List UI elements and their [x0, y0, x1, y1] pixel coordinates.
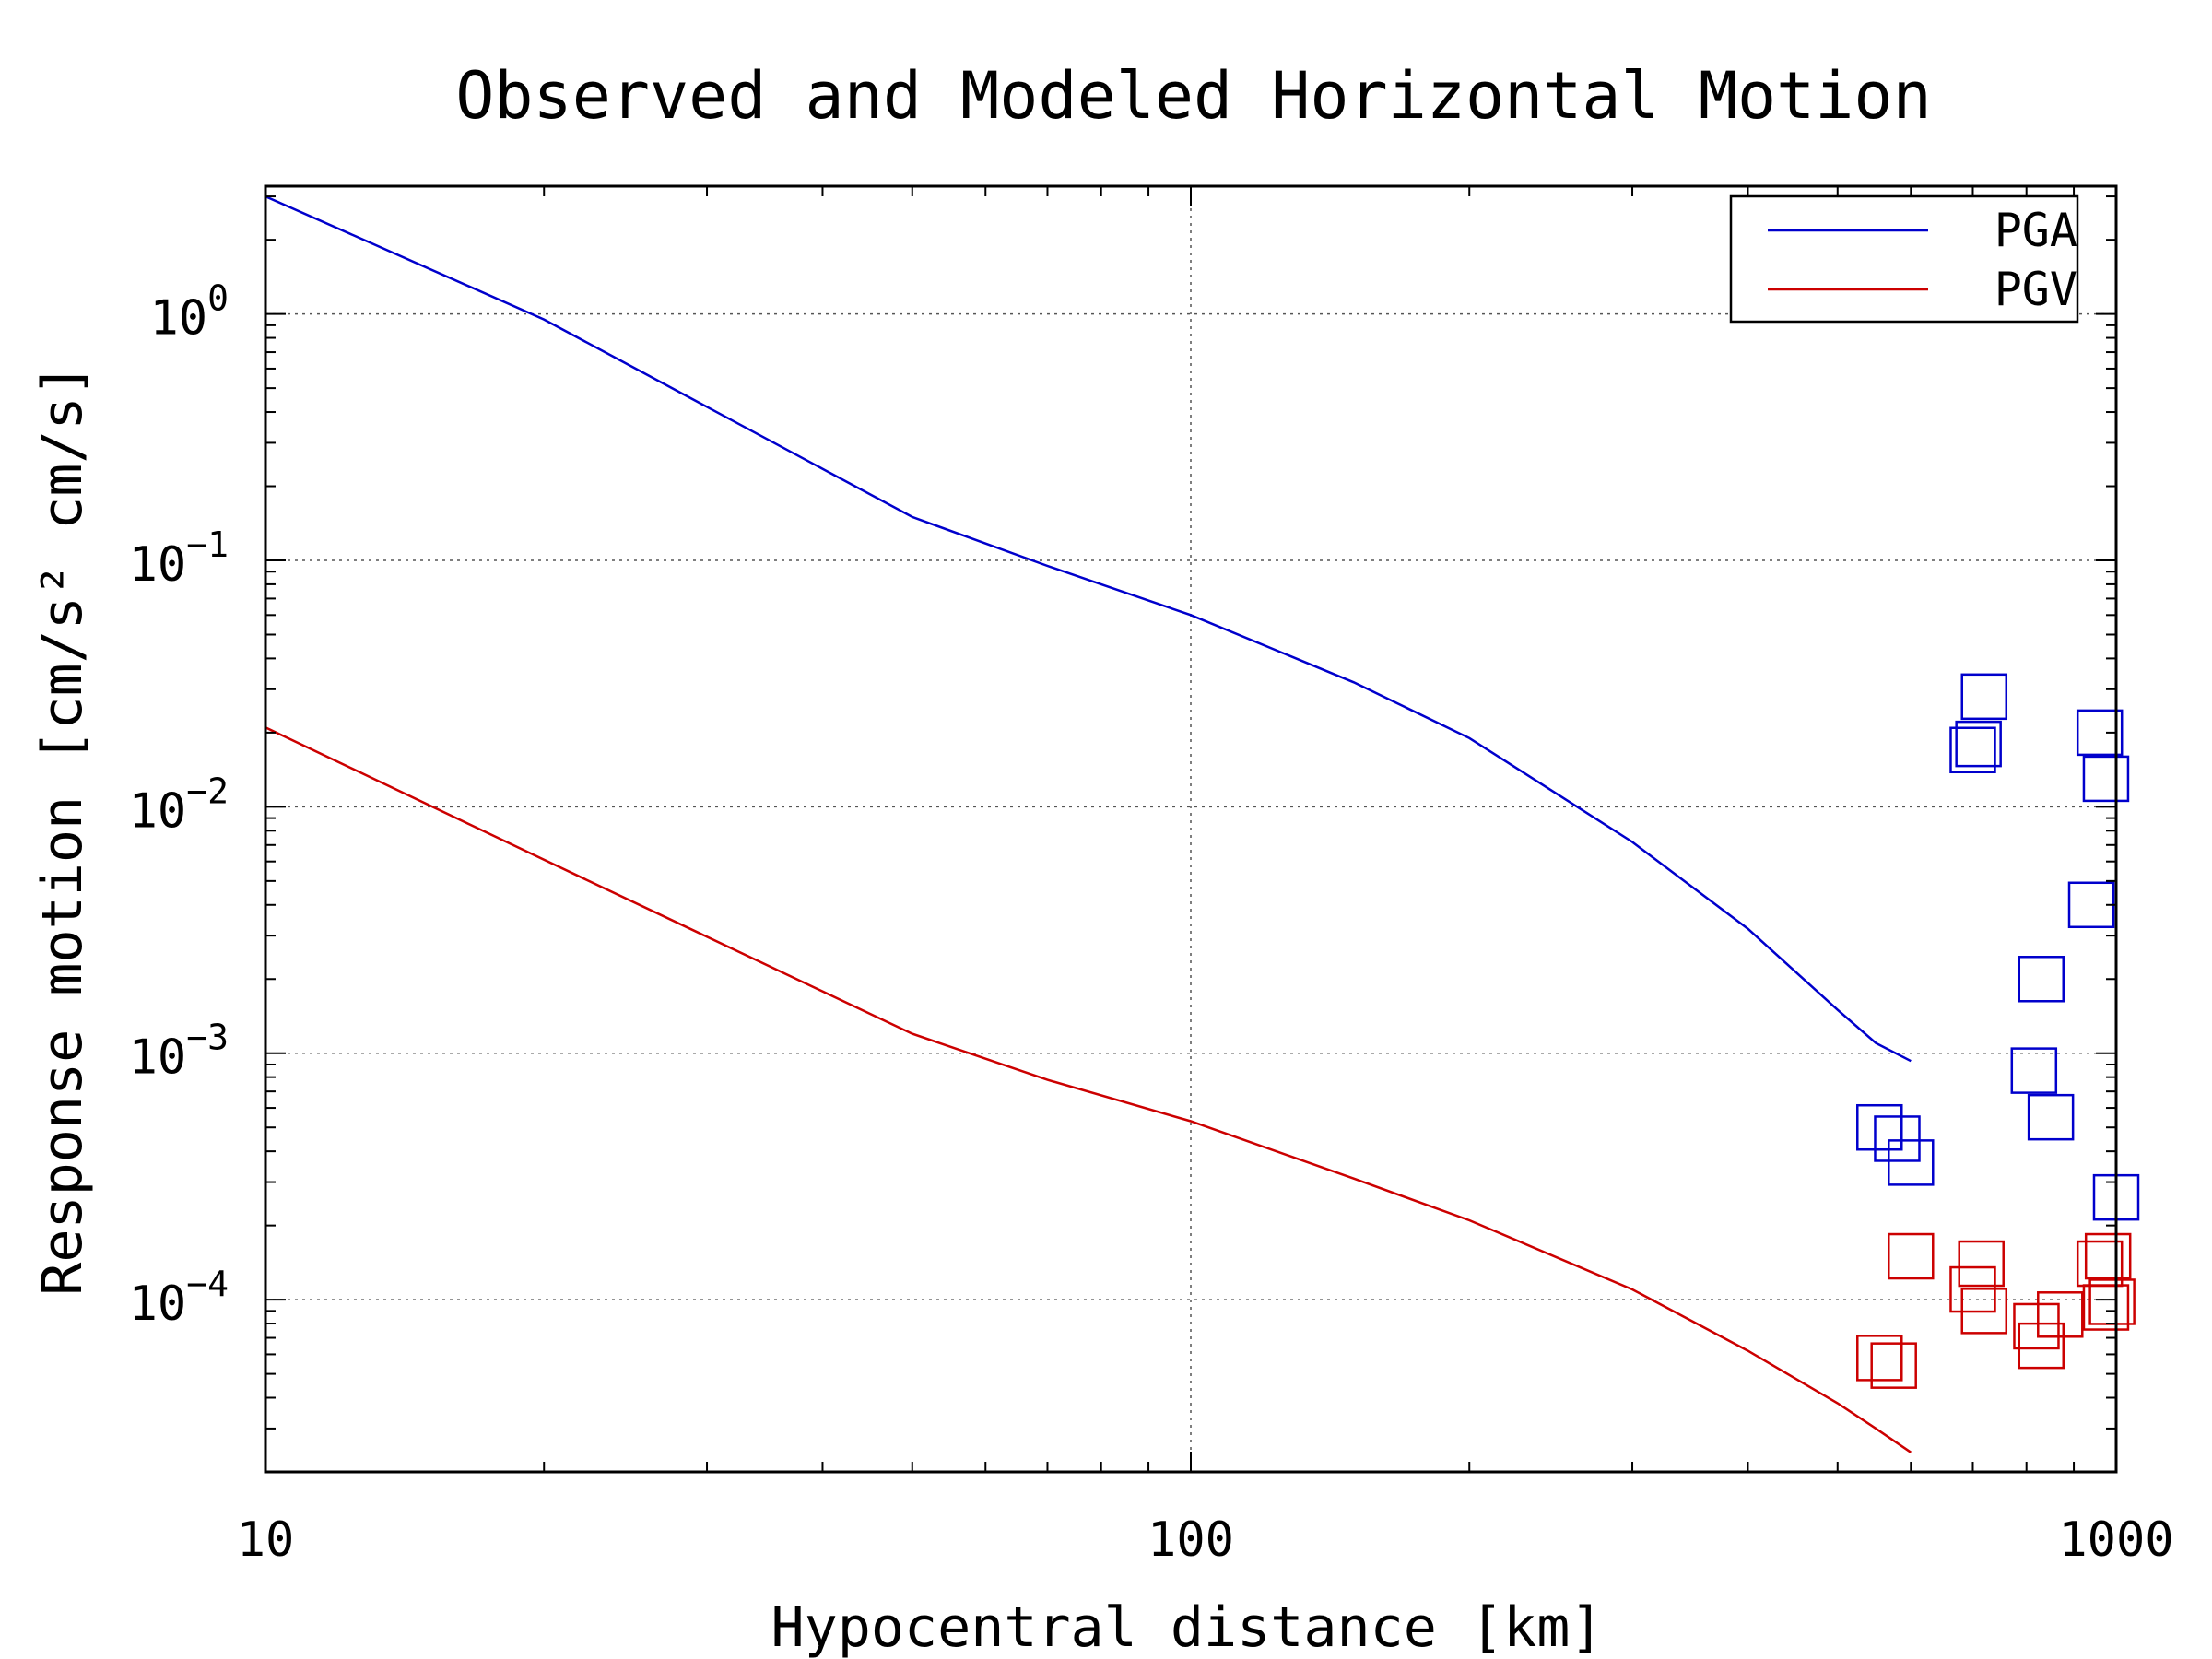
- legend-label-pga: PGA: [1994, 204, 2077, 257]
- observed-point-pga: [1960, 673, 2008, 721]
- legend-box: [1729, 194, 2079, 324]
- x-tick-label: 1000: [2058, 1512, 2173, 1568]
- observed-point-pgv: [2037, 1291, 2084, 1338]
- chart-title: Observed and Modeled Horizontal Motion: [455, 58, 1931, 134]
- observed-point-pgv: [2084, 1232, 2132, 1280]
- observed-point-pgv: [1888, 1232, 1935, 1280]
- x-tick-label: 10: [237, 1512, 295, 1568]
- grid: [265, 186, 2116, 1472]
- observed-point-pga: [1949, 726, 1996, 774]
- observed-point-pga: [1955, 720, 2002, 768]
- y-tick-label: 10−3: [129, 1018, 229, 1086]
- series-line-pga: [265, 194, 1912, 1063]
- legend-label-pgv: PGV: [1994, 263, 2077, 316]
- observed-point-pga: [1874, 1115, 1921, 1162]
- observed-point-pgv: [1870, 1342, 1917, 1389]
- x-tick-label: 100: [1147, 1512, 1234, 1568]
- y-tick-label: 10−4: [129, 1264, 229, 1332]
- observed-point-pgv: [2013, 1302, 2060, 1350]
- observed-point-pga: [1888, 1139, 1935, 1186]
- observed-point-pga: [1856, 1103, 1903, 1151]
- observed-point-pga: [2010, 1047, 2058, 1094]
- y-tick-label: 10−2: [129, 771, 229, 839]
- series-line-pgv: [265, 726, 1912, 1453]
- y-axis-label: Response motion [cm/s² cm/s]: [30, 363, 95, 1295]
- observed-point-pgv: [1958, 1240, 2005, 1288]
- observed-point-pga: [2018, 956, 2065, 1003]
- observed-point-pga: [2082, 755, 2130, 803]
- observed-point-pgv: [1960, 1288, 2008, 1335]
- series-markers: [1856, 673, 2140, 1389]
- observed-point-pgv: [1856, 1335, 1903, 1382]
- legend: PGA PGV: [1729, 194, 2079, 324]
- x-axis-label: Hypocentral distance [km]: [771, 1595, 1603, 1659]
- observed-point-pgv: [2082, 1284, 2130, 1331]
- axis-ticks: 10 100 1000 100 10−1 10−2 10−3 10−4: [129, 186, 2174, 1568]
- y-tick-label: 100: [149, 278, 229, 347]
- series-lines: [265, 194, 1912, 1453]
- observed-point-pga: [2076, 709, 2124, 757]
- observed-point-pga: [2027, 1093, 2075, 1141]
- observed-point-pgv: [2018, 1322, 2065, 1370]
- y-tick-label: 10−1: [129, 524, 229, 593]
